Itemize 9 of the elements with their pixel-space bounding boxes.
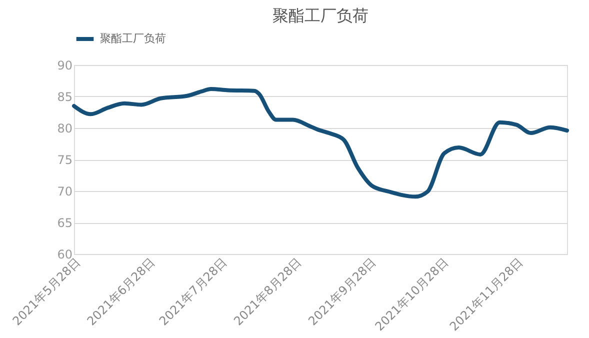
y-tick-label: 90 <box>57 58 72 72</box>
y-tick-label: 75 <box>57 153 72 167</box>
line-series <box>72 86 569 199</box>
y-tick-label: 85 <box>57 90 72 104</box>
y-tick-label: 80 <box>57 122 72 136</box>
y-tick-label: 70 <box>57 184 72 198</box>
legend-label: 聚酯工厂负荷 <box>100 32 166 45</box>
chart-title: 聚酯工厂负荷 <box>272 6 368 25</box>
y-tick-label: 65 <box>57 216 72 230</box>
